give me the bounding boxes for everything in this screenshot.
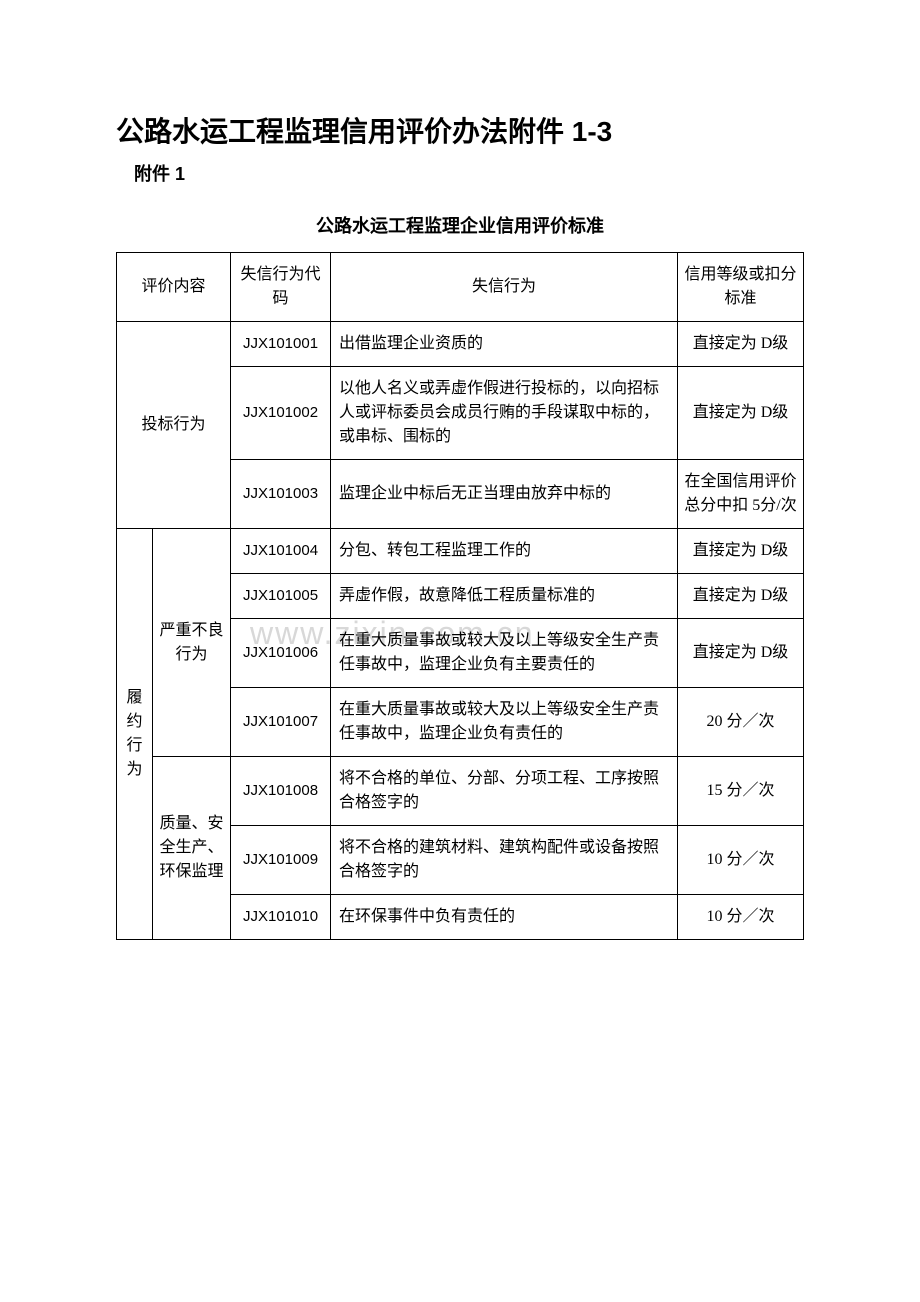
penalty-cell: 直接定为 D级 xyxy=(678,619,804,688)
penalty-cell: 15 分／次 xyxy=(678,757,804,826)
header-desc: 失信行为 xyxy=(331,253,678,322)
code-cell: JJX101009 xyxy=(231,826,331,895)
desc-cell: 在环保事件中负有责任的 xyxy=(331,895,678,940)
desc-cell: 弄虚作假，故意降低工程质量标准的 xyxy=(331,574,678,619)
standards-table: 评价内容 失信行为代码 失信行为 信用等级或扣分标准 投标行为 JJX10100… xyxy=(116,252,804,940)
code-cell: JJX101001 xyxy=(231,322,331,367)
code-cell: JJX101007 xyxy=(231,688,331,757)
desc-cell: 监理企业中标后无正当理由放弃中标的 xyxy=(331,460,678,529)
header-category: 评价内容 xyxy=(117,253,231,322)
code-cell: JJX101010 xyxy=(231,895,331,940)
subcategory-serious: 严重不良行为 xyxy=(153,529,231,757)
category-bidding: 投标行为 xyxy=(117,322,231,529)
penalty-cell: 直接定为 D级 xyxy=(678,322,804,367)
subcategory-quality: 质量、安全生产、环保监理 xyxy=(153,757,231,940)
desc-cell: 将不合格的建筑材料、建筑构配件或设备按照合格签字的 xyxy=(331,826,678,895)
main-title: 公路水运工程监理信用评价办法附件 1-3 xyxy=(116,110,804,150)
desc-cell: 以他人名义或弄虚作假进行投标的，以向招标人或评标委员会成员行贿的手段谋取中标的，… xyxy=(331,367,678,460)
code-cell: JJX101008 xyxy=(231,757,331,826)
desc-cell: 在重大质量事故或较大及以上等级安全生产责任事故中，监理企业负有责任的 xyxy=(331,688,678,757)
table-header-row: 评价内容 失信行为代码 失信行为 信用等级或扣分标准 xyxy=(117,253,804,322)
desc-cell: 分包、转包工程监理工作的 xyxy=(331,529,678,574)
subtitle: 公路水运工程监理企业信用评价标准 xyxy=(116,212,804,238)
attachment-label: 附件 1 xyxy=(134,160,804,186)
code-cell: JJX101002 xyxy=(231,367,331,460)
penalty-cell: 在全国信用评价总分中扣 5分/次 xyxy=(678,460,804,529)
code-cell: JJX101006 xyxy=(231,619,331,688)
desc-cell: 在重大质量事故或较大及以上等级安全生产责任事故中，监理企业负有主要责任的 xyxy=(331,619,678,688)
code-cell: JJX101004 xyxy=(231,529,331,574)
desc-cell: 出借监理企业资质的 xyxy=(331,322,678,367)
desc-cell: 将不合格的单位、分部、分项工程、工序按照合格签字的 xyxy=(331,757,678,826)
penalty-cell: 直接定为 D级 xyxy=(678,367,804,460)
penalty-cell: 10 分／次 xyxy=(678,895,804,940)
penalty-cell: 直接定为 D级 xyxy=(678,529,804,574)
table-row: 质量、安全生产、环保监理 JJX101008 将不合格的单位、分部、分项工程、工… xyxy=(117,757,804,826)
standards-table-wrap: 评价内容 失信行为代码 失信行为 信用等级或扣分标准 投标行为 JJX10100… xyxy=(116,252,804,940)
table-row: 履约行为 严重不良行为 JJX101004 分包、转包工程监理工作的 直接定为 … xyxy=(117,529,804,574)
header-code: 失信行为代码 xyxy=(231,253,331,322)
header-penalty: 信用等级或扣分标准 xyxy=(678,253,804,322)
table-row: 投标行为 JJX101001 出借监理企业资质的 直接定为 D级 xyxy=(117,322,804,367)
penalty-cell: 20 分／次 xyxy=(678,688,804,757)
code-cell: JJX101003 xyxy=(231,460,331,529)
penalty-cell: 10 分／次 xyxy=(678,826,804,895)
penalty-cell: 直接定为 D级 xyxy=(678,574,804,619)
code-cell: JJX101005 xyxy=(231,574,331,619)
category-performance: 履约行为 xyxy=(117,529,153,940)
